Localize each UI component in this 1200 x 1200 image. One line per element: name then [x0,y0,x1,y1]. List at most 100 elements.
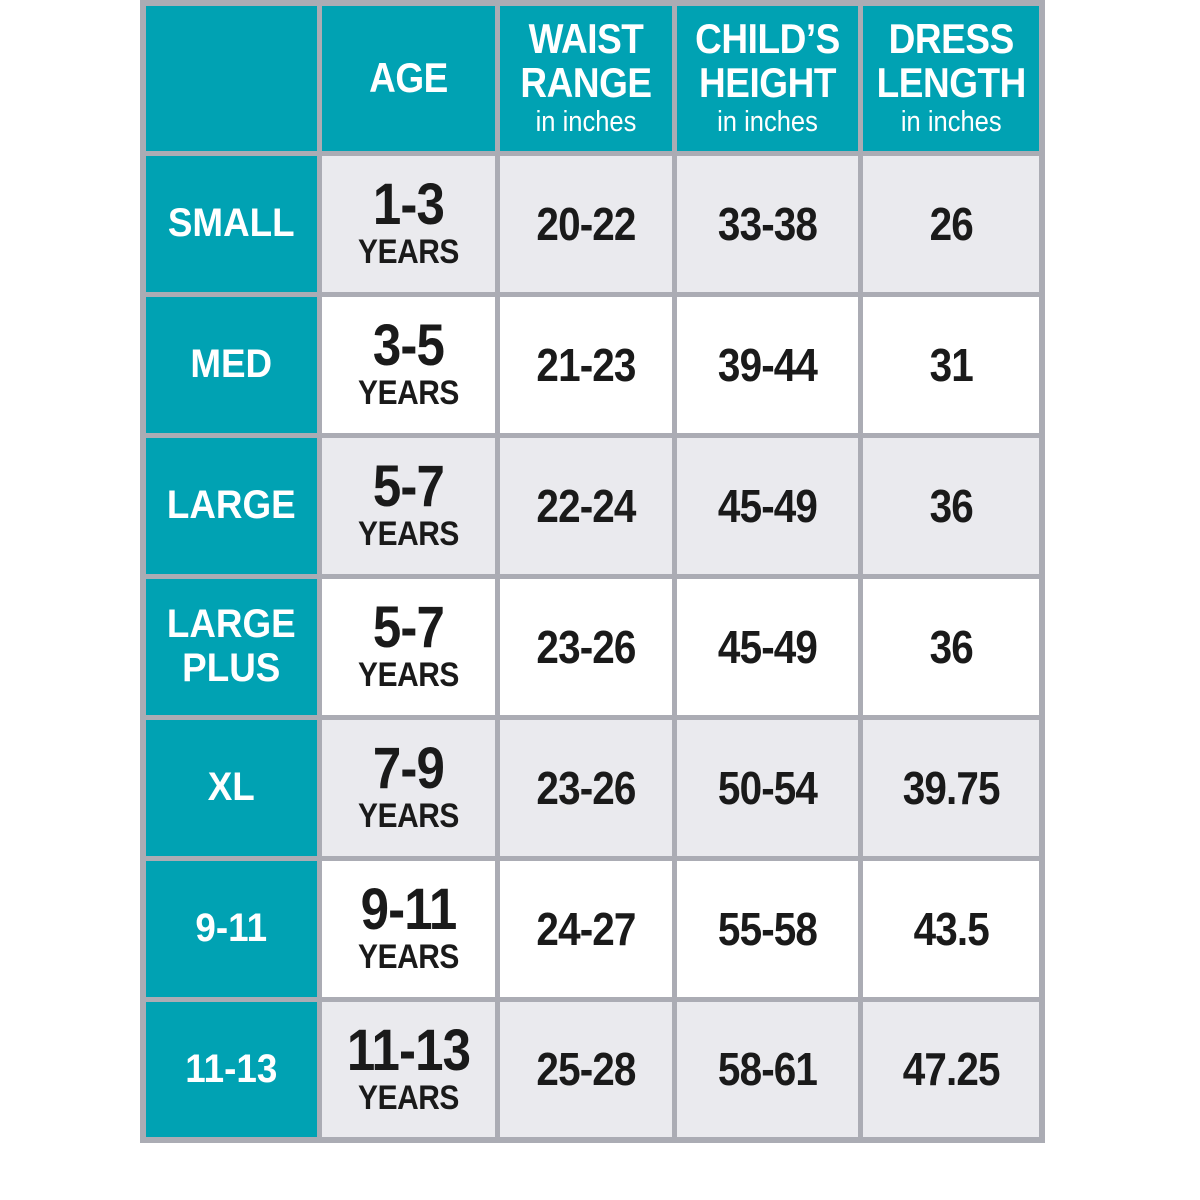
waist-value: 23-26 [535,620,636,673]
height-value: 50-54 [717,761,817,814]
table-row-xl: XL 7-9 YEARS 23-26 50-54 39.75 [140,714,1045,861]
age-unit: YEARS [357,656,459,695]
dress-cell: 31 [857,291,1045,438]
height-cell: 45-49 [671,573,863,720]
column-header-label: CHILD’S [694,15,840,63]
dress-value: 26 [929,197,973,250]
size-cell: 9-11 [140,855,322,1002]
size-label: SMALL [167,200,295,245]
header-cell-dress-length: DRESS LENGTH in inches [857,0,1045,156]
age-value: 9-11 [360,877,457,943]
column-header-sublabel: in inches [716,105,818,138]
header-row: AGE WAIST RANGE in inches CHILD’S HEIGHT… [140,0,1045,156]
age-unit: YEARS [357,938,459,977]
waist-value: 20-22 [535,197,636,250]
header-cell-age: AGE [316,0,500,156]
waist-value: 22-24 [535,479,636,532]
waist-value: 21-23 [535,338,636,391]
height-cell: 50-54 [671,714,863,861]
waist-value: 23-26 [535,761,636,814]
age-cell: 11-13 YEARS [316,996,500,1143]
waist-cell: 24-27 [494,855,677,1002]
height-cell: 55-58 [671,855,863,1002]
dress-value: 36 [929,479,973,532]
age-cell: 5-7 YEARS [316,573,500,720]
height-cell: 33-38 [671,150,863,297]
height-value: 33-38 [717,197,817,250]
waist-cell: 25-28 [494,996,677,1143]
column-header-label: WAIST [528,15,643,63]
dress-value: 31 [929,338,973,391]
dress-cell: 47.25 [857,996,1045,1143]
waist-cell: 21-23 [494,291,677,438]
age-unit: YEARS [357,1079,459,1118]
column-header-label: RANGE [519,58,652,106]
waist-cell: 22-24 [494,432,677,579]
dress-value: 47.25 [902,1043,1000,1096]
age-value: 11-13 [346,1017,470,1083]
waist-cell: 23-26 [494,714,677,861]
size-cell: LARGE PLUS [140,573,322,720]
table-row-11-13: 11-13 11-13 YEARS 25-28 58-61 47.25 [140,996,1045,1143]
size-cell: LARGE [140,432,322,579]
age-value: 7-9 [372,736,444,802]
dress-cell: 43.5 [857,855,1045,1002]
size-cell: 11-13 [140,996,322,1143]
dress-cell: 36 [857,573,1045,720]
age-value: 1-3 [372,172,444,238]
age-unit: YEARS [357,797,459,836]
header-cell-blank [140,0,322,156]
dress-cell: 39.75 [857,714,1045,861]
dress-value: 43.5 [913,902,989,955]
age-unit: YEARS [357,515,459,554]
age-unit: YEARS [357,233,459,272]
height-value: 45-49 [717,479,817,532]
waist-value: 25-28 [535,1043,636,1096]
size-label: LARGE [166,482,296,527]
size-label: XL [207,764,255,809]
column-header-label: AGE [368,54,448,102]
age-cell: 9-11 YEARS [316,855,500,1002]
size-chart: AGE WAIST RANGE in inches CHILD’S HEIGHT… [140,0,1045,1143]
dress-cell: 26 [857,150,1045,297]
table-row-small: SMALL 1-3 YEARS 20-22 33-38 26 [140,150,1045,297]
waist-cell: 23-26 [494,573,677,720]
column-header-label: LENGTH [876,58,1026,106]
header-cell-waist-range: WAIST RANGE in inches [494,0,677,156]
height-value: 39-44 [717,338,817,391]
age-cell: 7-9 YEARS [316,714,500,861]
column-header-label: HEIGHT [698,58,836,106]
dress-value: 36 [929,620,973,673]
size-label: 9-11 [195,905,268,950]
height-cell: 58-61 [671,996,863,1143]
table-row-large-plus: LARGE PLUS 5-7 YEARS 23-26 45-49 36 [140,573,1045,720]
age-cell: 3-5 YEARS [316,291,500,438]
dress-value: 39.75 [902,761,1000,814]
height-cell: 45-49 [671,432,863,579]
height-value: 55-58 [717,902,817,955]
height-value: 58-61 [717,1043,817,1096]
age-value: 3-5 [372,313,444,379]
height-cell: 39-44 [671,291,863,438]
size-label: MED [190,341,273,386]
size-cell: XL [140,714,322,861]
height-value: 45-49 [717,620,817,673]
header-cell-childs-height: CHILD’S HEIGHT in inches [671,0,863,156]
size-cell: SMALL [140,150,322,297]
age-cell: 1-3 YEARS [316,150,500,297]
size-label: LARGE PLUS [166,602,296,690]
age-value: 5-7 [372,454,444,520]
column-header-label: DRESS [888,15,1014,63]
size-cell: MED [140,291,322,438]
waist-cell: 20-22 [494,150,677,297]
column-header-sublabel: in inches [900,105,1002,138]
age-cell: 5-7 YEARS [316,432,500,579]
table-row-9-11: 9-11 9-11 YEARS 24-27 55-58 43.5 [140,855,1045,1002]
table-row-large: LARGE 5-7 YEARS 22-24 45-49 36 [140,432,1045,579]
size-label: 11-13 [185,1046,278,1091]
size-chart-table: AGE WAIST RANGE in inches CHILD’S HEIGHT… [140,0,1045,1143]
age-value: 5-7 [372,595,444,661]
dress-cell: 36 [857,432,1045,579]
waist-value: 24-27 [535,902,636,955]
column-header-sublabel: in inches [535,105,636,138]
